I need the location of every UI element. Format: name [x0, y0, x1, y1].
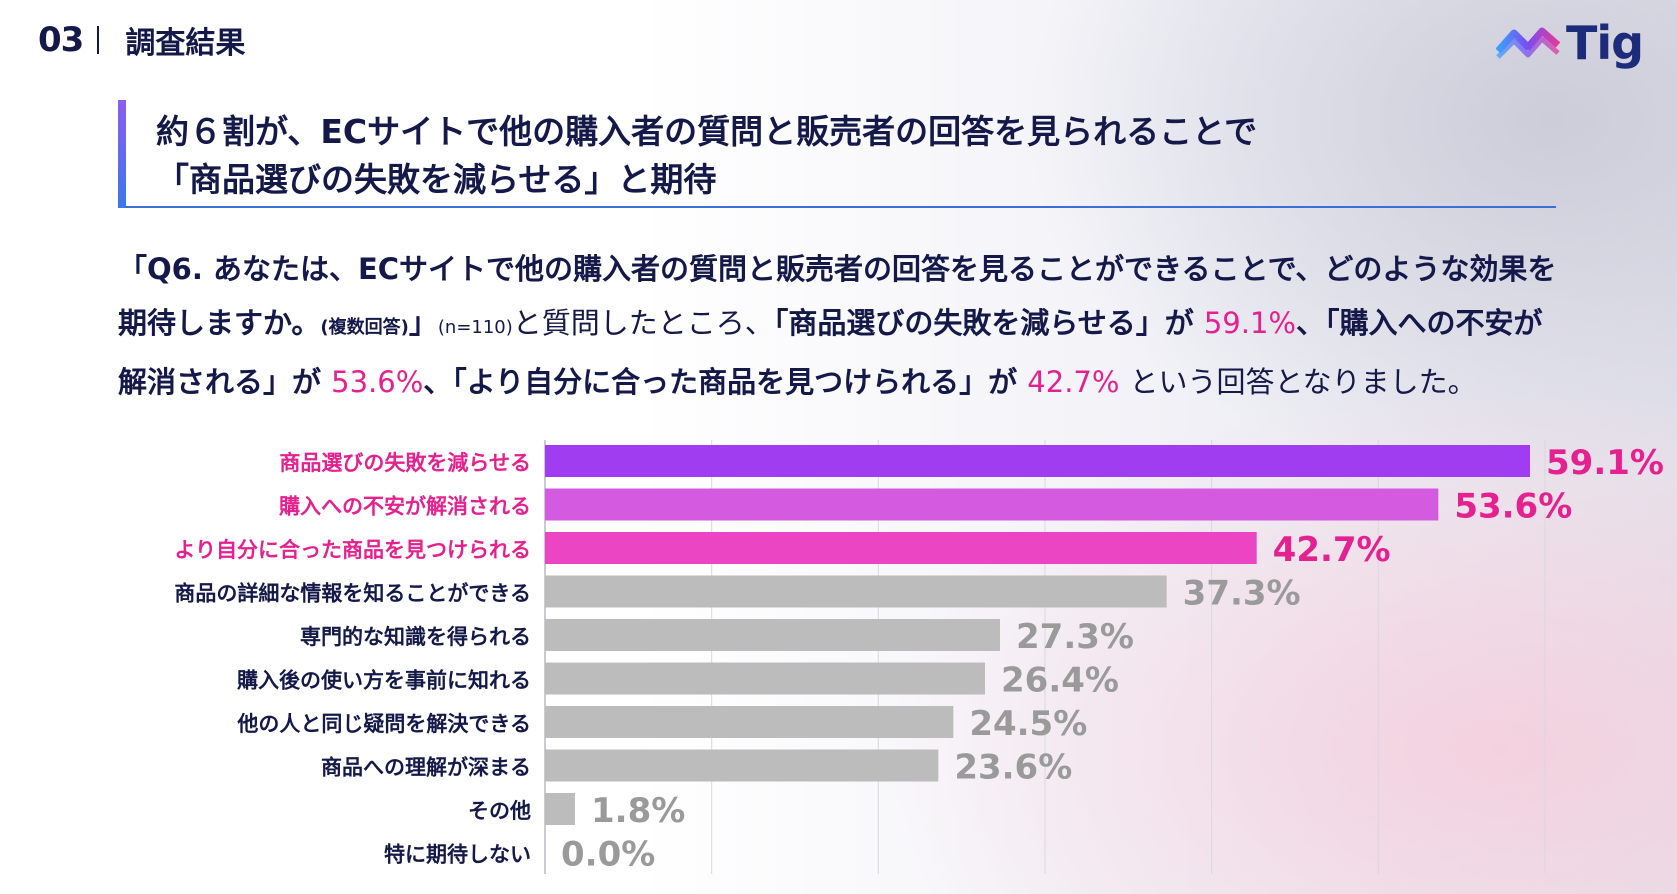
value-label: 27.3% [1016, 617, 1134, 657]
bar [545, 575, 1167, 608]
headline: 約６割が、ECサイトで他の購入者の質問と販売者の回答を見られることで 「商品選び… [156, 108, 1257, 204]
bar [545, 793, 575, 825]
bar [545, 488, 1439, 521]
value-label: 0.0% [561, 835, 655, 875]
lead-answer-1: 「商品選びの失敗を減らせる」が [773, 306, 1194, 340]
category-label: 商品の詳細な情報を知ることができる [174, 582, 531, 606]
category-label: その他 [468, 799, 531, 823]
bar [545, 445, 1530, 477]
category-label: 特に期待しない [384, 843, 531, 867]
bar-chart: 商品選びの失敗を減らせる 59.1% 購入への不安が解消される 53.6% より自分に合… [174, 440, 1664, 875]
bar [545, 749, 939, 782]
section-header: 03 調査結果 [38, 18, 245, 62]
category-label: 購入後の使い方を事前に知れる [236, 669, 531, 693]
lead-question: 「Q6. あなたは、ECサイトで他の購入者の質問と販売者の回答を見ることができる… [118, 252, 1557, 340]
value-label: 59.1% [1546, 443, 1664, 483]
headline-line-2: 「商品選びの失敗を減らせる」と期待 [156, 160, 717, 199]
value-label: 42.7% [1273, 530, 1391, 570]
lead-paragraph: 「Q6. あなたは、ECサイトで他の購入者の質問と販売者の回答を見ることができる… [118, 242, 1558, 409]
logo-text: Tig [1566, 16, 1644, 70]
bar [545, 662, 985, 695]
lead-text-2: という回答となりました。 [1129, 365, 1477, 399]
category-label: 購入への不安が解消される [278, 495, 531, 519]
lead-multi-answer: (複数回答) [320, 317, 409, 338]
bar [545, 532, 1257, 564]
lead-text-1: と質問したところ、 [512, 306, 774, 340]
category-label: 専門的な知識を得られる [300, 625, 531, 649]
value-label: 1.8% [591, 791, 685, 831]
lead-percent-2: 53.6% [331, 365, 424, 399]
value-label: 53.6% [1454, 487, 1572, 527]
section-divider [97, 26, 100, 54]
value-label: 24.5% [969, 704, 1087, 744]
category-label: 他の人と同じ疑問を解決できる [236, 712, 531, 736]
lead-percent-3: 42.7% [1027, 365, 1120, 399]
headline-line-1: 約６割が、ECサイトで他の購入者の質問と販売者の回答を見られることで [156, 112, 1258, 151]
headline-accent-bar [118, 100, 126, 208]
headline-block: 約６割が、ECサイトで他の購入者の質問と販売者の回答を見られることで 「商品選び… [118, 100, 1556, 208]
lead-percent-1: 59.1% [1203, 306, 1296, 340]
logo-mark-icon [1496, 27, 1560, 59]
section-title: 調査結果 [125, 26, 246, 61]
category-label: 商品選びの失敗を減らせる [279, 451, 531, 475]
value-label: 26.4% [1001, 661, 1119, 701]
value-label: 23.6% [954, 748, 1072, 788]
section-number: 03 [38, 20, 84, 60]
value-label: 37.3% [1183, 574, 1301, 614]
bar [545, 706, 954, 738]
lead-sample-size: (n=110) [437, 317, 513, 338]
lead-answer-3: 、「より自分に合った商品を見つけられる」が [423, 365, 1018, 399]
bar [545, 619, 1000, 651]
lead-question-close: 」 [408, 306, 438, 340]
category-label: より自分に合った商品を見つけられる [174, 538, 531, 562]
category-label: 商品への理解が深まる [321, 756, 531, 780]
brand-logo: Tig [1496, 16, 1644, 70]
lead-answer-2: 、「購入への不安が解消される」が [118, 306, 1543, 399]
